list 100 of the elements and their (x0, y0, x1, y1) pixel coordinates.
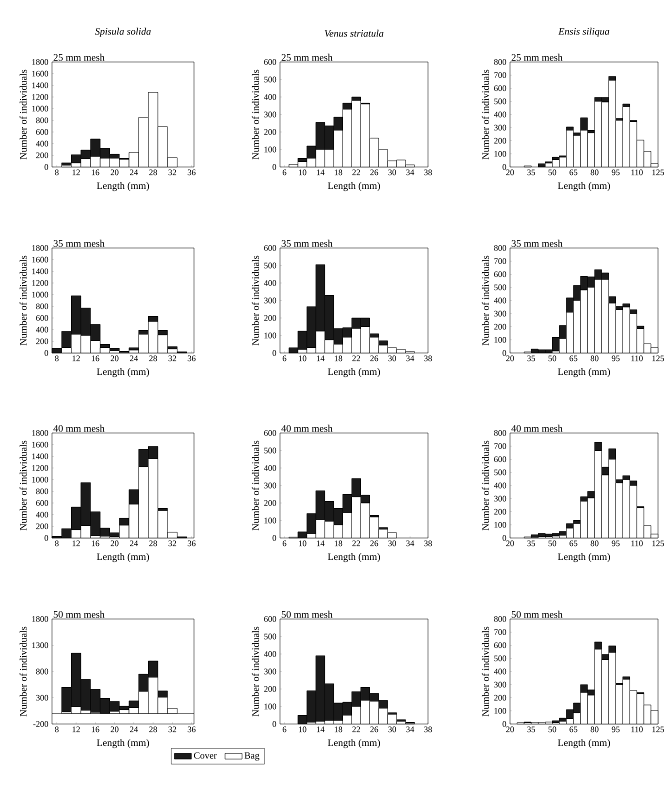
x-tick-label: 30 (388, 726, 396, 732)
x-tick-label: 32 (168, 540, 176, 546)
x-tick-label: 22 (352, 726, 360, 732)
y-tick-label: 100 (264, 704, 276, 710)
x-tick-label: 12 (72, 170, 80, 176)
x-tick-label: 10 (298, 540, 306, 546)
x-tick-label: 65 (570, 170, 578, 176)
x-tick-label: 36 (188, 540, 196, 546)
x-tick-label: 38 (424, 726, 432, 732)
x-tick-label: 24 (130, 540, 138, 546)
y-tick-label: 1800 (32, 616, 48, 622)
x-tick-label: 16 (92, 356, 100, 362)
y-tick-label: 700 (494, 443, 506, 449)
x-tick-label: 14 (316, 726, 324, 732)
y-tick-label: 1000 (32, 292, 48, 298)
x-tick-label: 34 (406, 540, 414, 546)
x-axis-title: Length (mm) (328, 368, 380, 378)
y-tick-label: 1600 (32, 70, 48, 77)
y-tick-label: 700 (494, 258, 506, 264)
y-tick-label: 800 (36, 303, 48, 310)
y-tick-label: 500 (264, 76, 276, 82)
chart-title: 50 mm mesh (512, 610, 563, 618)
x-tick-label: 6 (282, 726, 286, 732)
x-axis-title: Length (mm) (96, 553, 149, 562)
y-axis-title: Number of individuals (20, 626, 27, 716)
y-tick-label: 100 (264, 332, 276, 338)
x-tick-label: 18 (334, 726, 342, 732)
y-tick-label: 200 (264, 686, 276, 692)
x-axis-title: Length (mm) (558, 182, 610, 192)
x-tick-label: 80 (590, 726, 598, 732)
y-axis-title: Number of individuals (20, 256, 27, 346)
chart-title: Ensis siliqua (558, 28, 610, 37)
x-axis-title: Length (mm) (558, 739, 610, 748)
chart-title: 40 mm mesh (53, 424, 105, 432)
x-axis-title: Length (mm) (96, 368, 149, 378)
x-tick-label: 12 (72, 726, 80, 732)
y-tick-label: 100 (264, 518, 276, 524)
y-axis-title: Number of individuals (482, 70, 489, 160)
y-tick-label: 800 (36, 117, 48, 124)
x-tick-label: 50 (548, 726, 556, 732)
x-tick-label: 20 (110, 726, 118, 732)
x-tick-label: 22 (352, 356, 360, 362)
x-tick-label: 8 (55, 170, 59, 176)
legend-label: Bag (244, 752, 260, 761)
x-tick-label: 110 (631, 356, 643, 362)
x-tick-label: 10 (298, 170, 306, 176)
y-tick-label: 1800 (32, 245, 48, 251)
x-tick-label: 22 (352, 540, 360, 546)
chart-subtitle: 25 mm mesh (282, 54, 333, 61)
x-tick-label: 110 (631, 170, 643, 176)
chart-subtitle: 25 mm mesh (54, 54, 105, 61)
x-tick-label: 26 (370, 356, 378, 362)
y-tick-label: 1000 (32, 476, 48, 483)
y-tick-label: 500 (494, 470, 506, 476)
y-tick-label: 300 (264, 482, 276, 488)
y-tick-label: 400 (36, 326, 48, 333)
y-tick-label: 300 (264, 668, 276, 674)
x-tick-label: 20 (110, 356, 118, 362)
y-tick-label: 500 (264, 262, 276, 268)
y-tick-label: 400 (264, 465, 276, 471)
y-axis-title: Number of individuals (252, 70, 259, 160)
y-axis-title: Number of individuals (20, 70, 27, 160)
x-tick-label: 28 (149, 726, 157, 732)
x-axis-title: Length (mm) (558, 553, 610, 562)
y-tick-label: 0 (44, 350, 48, 356)
x-axis-title: Length (mm) (328, 739, 380, 748)
y-tick-label: 300 (264, 298, 276, 304)
y-tick-label: 0 (502, 535, 506, 541)
y-axis-title: Number of individuals (20, 440, 27, 530)
y-tick-label: 600 (264, 430, 276, 436)
x-tick-label: 28 (149, 356, 157, 362)
y-axis-title: Number of individuals (482, 256, 489, 346)
y-tick-label: 1200 (32, 465, 48, 471)
y-tick-label: 100 (494, 522, 506, 528)
y-tick-label: 1600 (32, 442, 48, 448)
x-tick-label: 18 (334, 540, 342, 546)
x-tick-label: 14 (316, 170, 324, 176)
y-tick-label: 300 (494, 310, 506, 316)
y-axis-title: Number of individuals (482, 626, 489, 716)
x-tick-label: 20 (506, 170, 514, 176)
x-axis-title: Length (mm) (328, 182, 380, 192)
y-axis-title: Number of individuals (252, 440, 259, 530)
x-axis-title: Length (mm) (96, 182, 149, 192)
x-tick-label: 16 (92, 726, 100, 732)
y-tick-label: 200 (494, 138, 506, 144)
y-tick-label: 0 (272, 721, 276, 727)
x-tick-label: 28 (149, 540, 157, 546)
y-tick-label: 100 (494, 708, 506, 714)
y-tick-label: 1400 (32, 453, 48, 460)
chart-title: 35 mm mesh (512, 240, 563, 247)
y-tick-label: 500 (494, 284, 506, 290)
x-tick-label: 12 (72, 540, 80, 546)
x-tick-label: 34 (406, 356, 414, 362)
y-tick-label: 0 (44, 535, 48, 541)
y-tick-label: 200 (36, 523, 48, 530)
y-tick-label: 300 (494, 124, 506, 130)
chart-title: Spisula solida (95, 28, 151, 37)
y-tick-label: 600 (494, 85, 506, 92)
x-tick-label: 24 (130, 170, 138, 176)
chart-title: 40 mm mesh (281, 424, 333, 432)
